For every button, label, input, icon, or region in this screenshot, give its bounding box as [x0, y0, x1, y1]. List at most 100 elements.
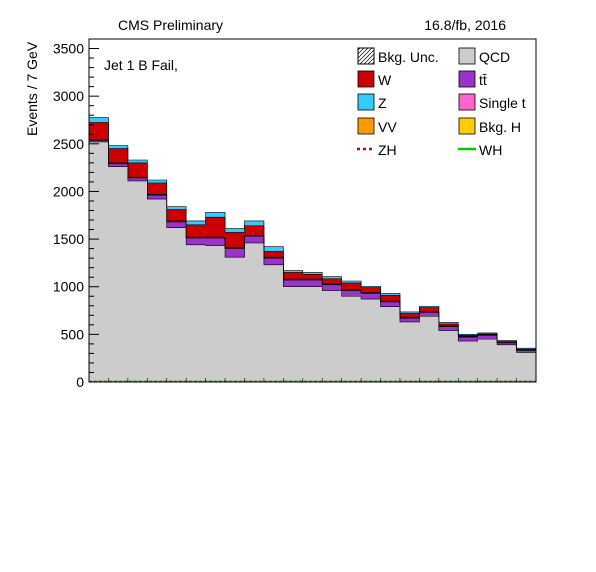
- y-tick-label: 2500: [53, 136, 84, 152]
- legend-label: tt̄: [479, 72, 487, 88]
- legend-entry-vv: VV: [357, 117, 397, 135]
- bar-w-8: [244, 225, 265, 236]
- bar-qcd-2: [127, 180, 148, 382]
- legend-entry-zh: ZH: [357, 142, 397, 158]
- y-tick-label: 2000: [53, 183, 84, 199]
- y-tick-label: 3500: [53, 41, 84, 57]
- bar-z-11: [302, 272, 323, 275]
- bar-qcd-0: [89, 141, 109, 382]
- bar-ttbar-0: [89, 140, 109, 142]
- bar-w-18: [438, 323, 459, 326]
- bar-ttbar-6: [205, 238, 226, 246]
- bar-z-18: [438, 322, 459, 324]
- bar-z-5: [186, 220, 206, 225]
- bar-z-3: [147, 180, 168, 183]
- bar-z-16: [399, 311, 420, 314]
- bar-z-10: [283, 270, 304, 273]
- bar-w-14: [361, 287, 381, 293]
- bar-w-9: [263, 251, 284, 258]
- bar-ttbar-13: [341, 290, 362, 297]
- bar-w-1: [108, 148, 129, 163]
- bar-qcd-5: [186, 244, 206, 382]
- outline-z: [89, 117, 536, 349]
- y-tick-label: 3000: [53, 88, 84, 104]
- legend-entry-wh: WH: [458, 142, 502, 158]
- legend-entry-singlet: Single t: [458, 93, 526, 111]
- bars-layer: [89, 117, 537, 383]
- bar-w-19: [458, 335, 478, 337]
- bar-ttbar-5: [186, 238, 206, 245]
- bar-ttbar-1: [108, 163, 129, 167]
- lumi-label: 16.8/fb, 2016: [424, 17, 506, 33]
- legend-label: VV: [378, 119, 397, 135]
- bar-z-0: [89, 117, 109, 123]
- legend-label: Bkg. H: [479, 119, 521, 135]
- bar-ttbar-2: [127, 178, 148, 181]
- bar-z-17: [419, 306, 440, 308]
- bar-w-11: [302, 274, 323, 280]
- bar-w-4: [166, 209, 187, 221]
- bar-z-12: [322, 276, 342, 279]
- bar-ttbar-9: [263, 258, 284, 265]
- bar-qcd-21: [497, 344, 517, 382]
- bar-w-15: [380, 295, 401, 302]
- bar-ttbar-7: [225, 248, 245, 258]
- y-axis: 0 500 1000 1500 2000 2500 3000 3500: [53, 38, 517, 390]
- y-axis-label: Events / 7 GeV: [24, 41, 40, 136]
- y-tick-label: 1000: [53, 279, 84, 295]
- bar-w-7: [225, 232, 245, 248]
- bar-z-22: [516, 348, 537, 350]
- bar-qcd-9: [263, 264, 284, 382]
- bar-qcd-1: [108, 166, 129, 382]
- bar-w-17: [419, 307, 440, 312]
- legend-label: Bkg. Unc.: [378, 49, 439, 65]
- bar-qcd-14: [361, 299, 381, 382]
- bar-qcd-7: [225, 257, 245, 382]
- bar-ttbar-10: [283, 280, 304, 287]
- y-tick-label: 500: [61, 326, 85, 342]
- bar-qcd-3: [147, 199, 168, 382]
- bar-w-6: [205, 217, 226, 238]
- bar-qcd-20: [477, 339, 498, 383]
- bar-ttbar-19: [458, 337, 478, 342]
- legend-entry-bkgh: Bkg. H: [458, 117, 521, 135]
- bar-z-13: [341, 281, 362, 283]
- bar-z-7: [225, 228, 245, 233]
- bar-w-0: [89, 122, 109, 140]
- bar-qcd-6: [205, 245, 226, 382]
- bar-qcd-22: [516, 352, 537, 382]
- bar-z-21: [497, 340, 517, 342]
- bar-qcd-12: [322, 290, 342, 382]
- bar-ttbar-21: [497, 342, 517, 345]
- legend-entry-bkg-unc: Bkg. Unc.: [357, 47, 439, 65]
- region-annotation: Jet 1 B Fail,: [104, 57, 178, 73]
- legend-label: QCD: [479, 49, 510, 65]
- bar-z-19: [458, 334, 478, 336]
- bar-w-10: [283, 272, 304, 280]
- bar-qcd-16: [399, 321, 420, 382]
- bar-qcd-19: [458, 341, 478, 382]
- bar-qcd-8: [244, 242, 265, 382]
- bar-z-20: [477, 332, 498, 334]
- bar-ttbar-4: [166, 221, 187, 228]
- y-tick-label: 1500: [53, 231, 84, 247]
- bar-qcd-17: [419, 316, 440, 382]
- bar-ttbar-15: [380, 301, 401, 307]
- bar-qcd-15: [380, 306, 401, 382]
- bar-w-12: [322, 278, 342, 284]
- bar-z-14: [361, 286, 381, 288]
- bar-ttbar-17: [419, 312, 440, 317]
- bar-qcd-4: [166, 227, 187, 382]
- bar-w-16: [399, 313, 420, 318]
- bar-qcd-11: [302, 286, 323, 382]
- bar-z-4: [166, 206, 187, 210]
- bar-qcd-13: [341, 296, 362, 382]
- legend-label: ZH: [378, 142, 397, 158]
- bar-z-6: [205, 212, 226, 218]
- bar-ttbar-20: [477, 335, 498, 340]
- bar-ttbar-12: [322, 284, 342, 291]
- cms-label: CMS Preliminary: [118, 17, 223, 33]
- y-tick-label: 0: [76, 374, 84, 390]
- bar-z-9: [263, 246, 284, 252]
